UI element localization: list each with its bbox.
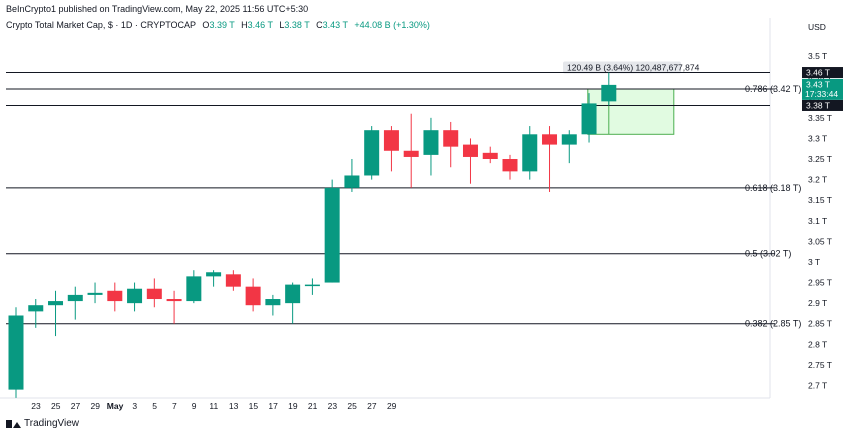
candle-body <box>423 130 439 155</box>
y-tick-label: 3.25 T <box>808 154 832 164</box>
high-value: 3.46 T <box>247 20 273 30</box>
candle-body <box>146 288 162 300</box>
candle-body <box>265 299 281 306</box>
low-label: L <box>279 20 285 30</box>
footer-brand: TradingView <box>24 418 80 429</box>
y-tick-label: 2.95 T <box>808 278 832 288</box>
candle-body <box>502 159 518 172</box>
measure-label: 120.49 B (3.64%) 120,487,677,874 <box>567 62 700 72</box>
candle-body <box>482 152 498 160</box>
currency-label: USD <box>808 22 826 32</box>
countdown-text: 17:33:44 <box>805 89 838 99</box>
x-tick-label: 29 <box>387 401 397 411</box>
symbol-legend: Crypto Total Market Cap, $ · 1D · CRYPTO… <box>6 20 430 30</box>
measure-label-box <box>563 61 681 74</box>
x-tick-label: 13 <box>229 401 239 411</box>
x-tick-label: 23 <box>31 401 41 411</box>
price-tag-text: 3.38 T <box>806 100 830 110</box>
x-tick-label: 7 <box>172 401 177 411</box>
y-tick-label: 2.7 T <box>808 381 827 391</box>
x-tick-label: 19 <box>288 401 298 411</box>
x-tick-label: 27 <box>367 401 377 411</box>
x-tick-label: 17 <box>268 401 278 411</box>
candle-body <box>67 294 83 302</box>
high-label: H <box>241 20 248 30</box>
fib-level-label: 0.5 (3.02 T) <box>745 249 791 259</box>
candle-body <box>403 150 419 157</box>
open-value: 3.39 T <box>209 20 235 30</box>
y-tick-label: 2.8 T <box>808 339 827 349</box>
candle-body <box>28 305 44 312</box>
candle-body <box>344 175 360 188</box>
tradingview-logo-icon <box>6 419 21 428</box>
y-tick-label: 3.35 T <box>808 113 832 123</box>
candle-body <box>48 301 64 306</box>
y-tick-label: 2.75 T <box>808 360 832 370</box>
candle-body <box>87 292 103 295</box>
price-tag-box <box>802 78 843 100</box>
x-tick-label: 27 <box>71 401 81 411</box>
x-tick-label: May <box>107 401 124 411</box>
candle-body <box>186 276 202 302</box>
price-tag-box <box>802 67 843 79</box>
y-tick-label: 3.1 T <box>808 216 827 226</box>
candle-body <box>285 284 301 304</box>
candle-body <box>561 134 577 145</box>
y-tick-label: 3.05 T <box>808 236 832 246</box>
candle-body <box>443 130 459 147</box>
y-tick-label: 3.5 T <box>808 51 827 61</box>
candle-body <box>364 130 380 176</box>
price-tag-text: 3.43 T <box>806 79 830 89</box>
x-tick-label: 21 <box>308 401 318 411</box>
x-tick-label: 25 <box>51 401 61 411</box>
candle-body <box>581 103 597 135</box>
y-tick-label: 3.3 T <box>808 133 827 143</box>
x-tick-label: 23 <box>328 401 338 411</box>
y-tick-label: 2.9 T <box>808 298 827 308</box>
x-tick-label: 11 <box>209 401 218 411</box>
x-tick-label: 15 <box>249 401 259 411</box>
y-tick-label: 3.2 T <box>808 175 827 185</box>
price-tag-box <box>802 99 843 111</box>
x-tick-label: 9 <box>192 401 197 411</box>
x-tick-label: 5 <box>152 401 157 411</box>
candle-body <box>522 134 538 172</box>
candle-body <box>462 144 478 157</box>
symbol-name: Crypto Total Market Cap, $ · 1D · CRYPTO… <box>6 20 196 30</box>
y-tick-label: 3 T <box>808 257 820 267</box>
candle-body <box>324 187 340 283</box>
candle-body <box>601 84 617 102</box>
measure-zone <box>587 88 675 135</box>
price-tag-text: 3.46 T <box>806 68 830 78</box>
x-tick-label: 29 <box>91 401 101 411</box>
candle-body <box>542 134 558 145</box>
candle-body <box>127 288 143 304</box>
x-tick-label: 25 <box>347 401 357 411</box>
open-label: O <box>202 20 210 30</box>
candle-body <box>225 274 241 287</box>
candle-body <box>206 272 222 277</box>
y-tick-label: 2.85 T <box>808 319 832 329</box>
footer: TradingView <box>6 418 79 429</box>
candle-body <box>8 315 24 390</box>
candle-body <box>383 130 399 151</box>
close-value: 3.43 T <box>322 20 348 30</box>
candle-body <box>107 290 123 302</box>
y-tick-label: 3.15 T <box>808 195 832 205</box>
publisher-line: BeInCrypto1 published on TradingView.com… <box>6 4 309 14</box>
candle-body <box>166 299 182 302</box>
low-value: 3.38 T <box>284 20 310 30</box>
close-label: C <box>316 20 323 30</box>
x-tick-label: 3 <box>132 401 137 411</box>
candle-body <box>245 286 261 306</box>
change-value: +44.08 B (+1.30%) <box>354 20 430 30</box>
candle-body <box>304 284 320 287</box>
